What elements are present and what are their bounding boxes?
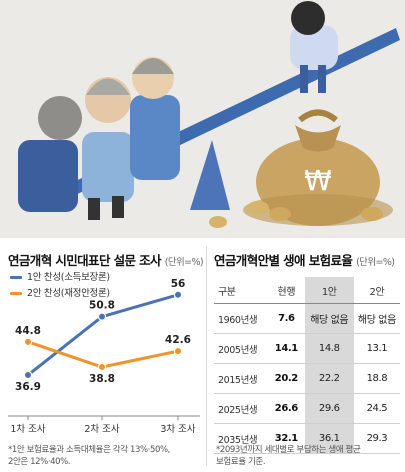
data-point: [173, 346, 183, 356]
cell-current: 14.1: [268, 333, 305, 364]
cell-plan1: 14.8: [304, 333, 354, 364]
data-point: [23, 370, 33, 380]
data-label: 56: [171, 278, 186, 290]
cell-current: 26.6: [268, 393, 305, 424]
cell-plan1: 해당 없음: [304, 303, 354, 334]
row-label: 2005년생: [214, 333, 269, 364]
header-plan2: 2안: [353, 277, 400, 304]
seesaw-illustration: ₩: [0, 0, 405, 238]
table-row: 1960년생 7.6 해당 없음 해당 없음: [214, 303, 400, 334]
elderly-people: [18, 57, 180, 220]
cell-plan1: 22.2: [304, 363, 354, 394]
x-tick-label: 2차 조사: [84, 423, 120, 435]
legend-swatch-plan2: [10, 292, 22, 295]
cell-plan2: 해당 없음: [353, 303, 400, 334]
money-bag: ₩: [209, 109, 393, 228]
cell-current: 20.2: [268, 363, 305, 394]
x-tick-label: 1차 조사: [10, 423, 46, 435]
header-category: 구분: [214, 277, 269, 304]
cell-plan2: 29.3: [353, 423, 400, 454]
cell-current: 7.6: [268, 303, 305, 334]
data-label: 50.8: [89, 300, 115, 312]
data-label: 38.8: [89, 373, 115, 385]
won-symbol: ₩: [304, 164, 332, 197]
x-tick-label: 3차 조사: [160, 423, 196, 435]
row-label: 2025년생: [214, 393, 269, 424]
table-header-row: 구분 현행 1안 2안: [214, 277, 400, 304]
table-row: 2035년생 32.1 36.1 29.3: [214, 423, 400, 454]
row-label: 1960년생: [214, 303, 269, 334]
legend-item-plan2: 2안 찬성(재정안정론): [10, 285, 110, 299]
young-person: [290, 1, 338, 93]
header-plan1: 1안: [304, 277, 354, 304]
data-label: 36.9: [15, 381, 41, 393]
header-current: 현행: [268, 277, 305, 304]
data-point: [173, 290, 183, 299]
cell-plan1: 29.6: [304, 393, 354, 424]
fulcrum: [190, 140, 230, 210]
row-label: 2015년생: [214, 363, 269, 394]
table-row: 2025년생 26.6 29.6 24.5: [214, 393, 400, 424]
legend-swatch-plan1: [10, 276, 22, 279]
cell-current: 32.1: [268, 423, 305, 454]
data-label: 44.8: [15, 325, 41, 337]
cell-plan2: 18.8: [353, 363, 400, 394]
survey-line-chart: 1차 조사 2차 조사 3차 조사 36.9 50.8 56 44.8 38.8 42.6: [8, 278, 200, 435]
cell-plan1: 36.1: [304, 423, 354, 454]
table-row: 2005년생 14.1 14.8 13.1: [214, 333, 400, 364]
rate-footnote: *2093년까지 세대별로 부담하는 생애 평균 보험료율 기준.: [216, 445, 361, 467]
row-label: 2035년생: [214, 423, 269, 454]
legend-item-plan1: 1안 찬성(소득보장론): [10, 269, 110, 283]
cell-plan2: 24.5: [353, 393, 400, 424]
data-point: [23, 337, 33, 347]
data-point: [97, 362, 107, 372]
premium-rate-table: 구분 현행 1안 2안 1960년생 7.6 해당 없음 해당 없음 2005년…: [214, 277, 400, 454]
table-row: 2015년생 20.2 22.2 18.8: [214, 363, 400, 394]
survey-chart-title: 연금개혁 시민대표단 설문 조사 (단위=%): [8, 253, 204, 268]
survey-footnote: *1안 보험료율과 소득대체율은 각각 13%·50%, 2안은 12%·40%…: [8, 445, 170, 467]
data-label: 42.6: [165, 334, 191, 346]
data-point: [97, 312, 107, 321]
rate-table-title: 연금개혁안별 생애 보험료율 (단위=%): [214, 253, 395, 268]
cell-plan2: 13.1: [353, 333, 400, 364]
panel-divider: [206, 246, 207, 466]
